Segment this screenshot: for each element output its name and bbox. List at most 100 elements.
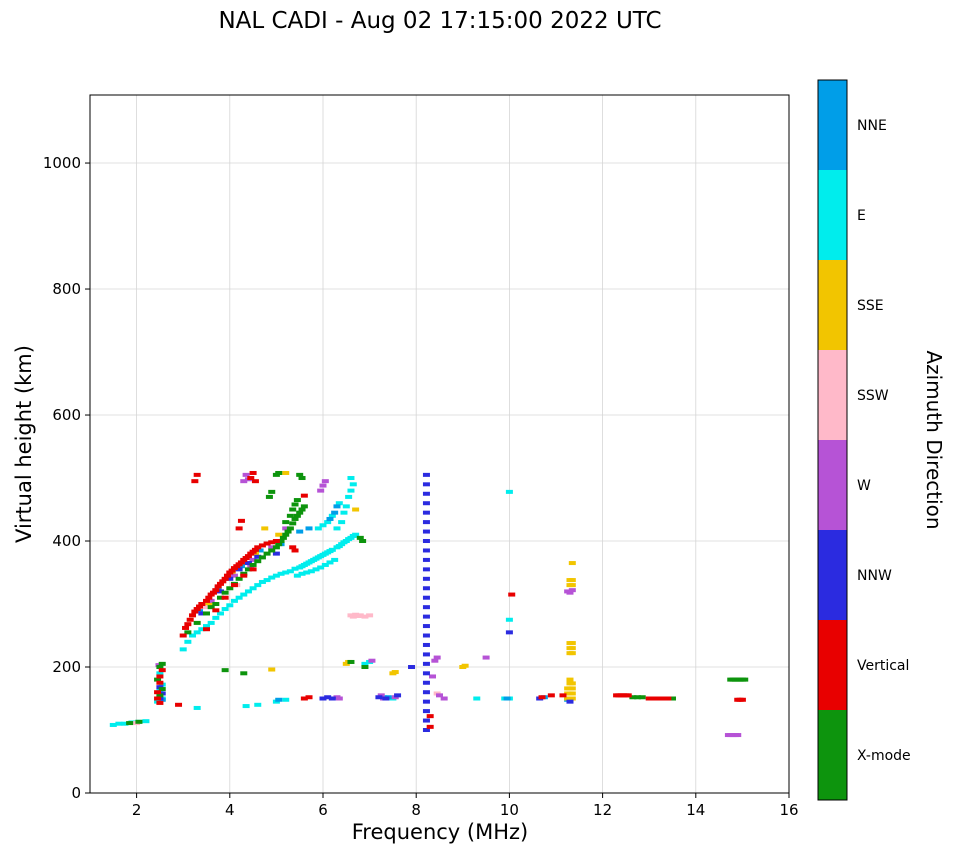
scatter-point-X-mode xyxy=(359,539,367,544)
scatter-point-NNW xyxy=(422,690,430,695)
scatter-point-E xyxy=(293,573,301,578)
x-tick-label: 4 xyxy=(225,801,235,819)
scatter-point-SSE xyxy=(568,578,576,583)
scatter-point-Vertical xyxy=(235,526,243,531)
scatter-point-E xyxy=(505,489,513,494)
scatter-point-X-mode xyxy=(638,695,646,700)
scatter-point-W xyxy=(317,488,325,493)
scatter-point-NNW xyxy=(422,520,430,525)
y-tick-label: 200 xyxy=(52,658,81,676)
scatter-point-NNW xyxy=(422,718,430,723)
scatter-point-W xyxy=(249,557,257,562)
scatter-point-Vertical xyxy=(426,714,434,719)
colorbar-segment-NNW xyxy=(818,530,847,620)
scatter-point-E xyxy=(303,570,311,575)
scatter-point-NNW xyxy=(198,611,206,616)
x-tick-label: 8 xyxy=(411,801,421,819)
scatter-point-E xyxy=(340,510,348,515)
scatter-point-Vertical xyxy=(228,568,236,573)
scatter-point-W xyxy=(436,693,443,698)
scatter-point-Vertical xyxy=(189,613,197,618)
scatter-point-E xyxy=(286,569,294,574)
scatter-point-E xyxy=(249,586,257,591)
scatter-point-X-mode xyxy=(272,545,280,550)
scatter-point-NNE xyxy=(333,504,341,509)
scatter-point-Vertical xyxy=(198,602,206,607)
scatter-point-E xyxy=(272,573,280,578)
scatter-point-E xyxy=(254,583,262,588)
x-tick-label: 12 xyxy=(593,801,612,819)
scatter-point-Vertical xyxy=(216,581,224,586)
scatter-point-E xyxy=(212,615,220,620)
scatter-point-NNE xyxy=(275,697,283,702)
scatter-point-SSE xyxy=(568,583,576,588)
scatter-point-Vertical xyxy=(559,693,567,698)
scatter-point-X-mode xyxy=(277,539,285,544)
scatter-point-E xyxy=(335,501,343,506)
scatter-point-Vertical xyxy=(154,696,162,701)
scatter-point-Vertical xyxy=(268,540,276,545)
scatter-point-NNW xyxy=(422,557,430,562)
y-axis-label: Virtual height (km) xyxy=(12,345,36,543)
scatter-point-X-mode xyxy=(263,551,271,556)
scatter-point-E xyxy=(115,721,123,726)
colorbar-category-label: NNW xyxy=(857,568,892,584)
scatter-point-E xyxy=(331,557,339,562)
scatter-point-NNW xyxy=(422,472,430,477)
scatter-point-Vertical xyxy=(249,567,257,572)
scatter-point-W xyxy=(319,483,327,488)
scatter-point-SSE xyxy=(352,507,360,512)
scatter-point-X-mode xyxy=(249,562,257,567)
scatter-point-W xyxy=(734,733,742,738)
scatter-point-X-mode xyxy=(216,595,224,600)
scatter-point-Vertical xyxy=(156,680,164,685)
scatter-point-W xyxy=(335,696,343,701)
scatter-point-E xyxy=(321,562,329,567)
scatter-point-E xyxy=(319,523,327,528)
colorbar-category-label: X-mode xyxy=(857,748,911,764)
scatter-point-X-mode xyxy=(240,671,248,676)
scatter-point-Vertical xyxy=(205,595,213,600)
scatter-point-Vertical xyxy=(251,547,259,552)
scatter-point-X-mode xyxy=(268,489,276,494)
scatter-point-X-mode xyxy=(282,532,290,537)
scatter-point-X-mode xyxy=(741,677,749,682)
scatter-point-Vertical xyxy=(738,697,746,702)
scatter-point-NNW xyxy=(422,728,430,733)
scatter-point-E xyxy=(216,611,224,616)
colorbar-category-label: SSE xyxy=(857,298,884,314)
scatter-point-NNW xyxy=(422,633,430,638)
scatter-point-X-mode xyxy=(361,665,369,670)
scatter-point-SSE xyxy=(275,532,283,537)
scatter-point-Vertical xyxy=(154,690,162,695)
scatter-point-X-mode xyxy=(235,576,243,581)
scatter-point-NNW xyxy=(422,642,430,647)
scatter-point-X-mode xyxy=(293,513,301,518)
scatter-point-X-mode xyxy=(268,548,276,553)
scatter-point-W xyxy=(433,655,441,660)
scatter-point-SSE xyxy=(568,691,576,696)
scatter-point-E xyxy=(244,589,252,594)
y-tick-label: 1000 xyxy=(43,154,81,172)
colorbar-segment-Vertical xyxy=(818,620,847,710)
scatter-point-X-mode xyxy=(207,605,215,610)
scatter-point-X-mode xyxy=(258,555,266,560)
scatter-point-NNW xyxy=(422,576,430,581)
scatter-point-Vertical xyxy=(538,695,546,700)
colorbar-category-label: SSW xyxy=(857,388,889,404)
scatter-point-SSE xyxy=(391,670,399,675)
scatter-point-Vertical xyxy=(240,573,248,578)
scatter-point-X-mode xyxy=(634,695,642,700)
y-tick-label: 600 xyxy=(52,406,81,424)
scatter-point-NNW xyxy=(244,561,252,566)
scatter-point-E xyxy=(109,722,117,727)
scatter-point-X-mode xyxy=(158,687,166,692)
colorbar-category-label: Vertical xyxy=(857,658,909,674)
scatter-point-X-mode xyxy=(244,567,252,572)
scatter-point-Vertical xyxy=(193,472,201,477)
scatter-point-SSE xyxy=(282,470,290,475)
scatter-point-NNW xyxy=(216,589,224,594)
scatter-point-Vertical xyxy=(191,609,199,614)
scatter-point-NNW xyxy=(566,699,574,704)
